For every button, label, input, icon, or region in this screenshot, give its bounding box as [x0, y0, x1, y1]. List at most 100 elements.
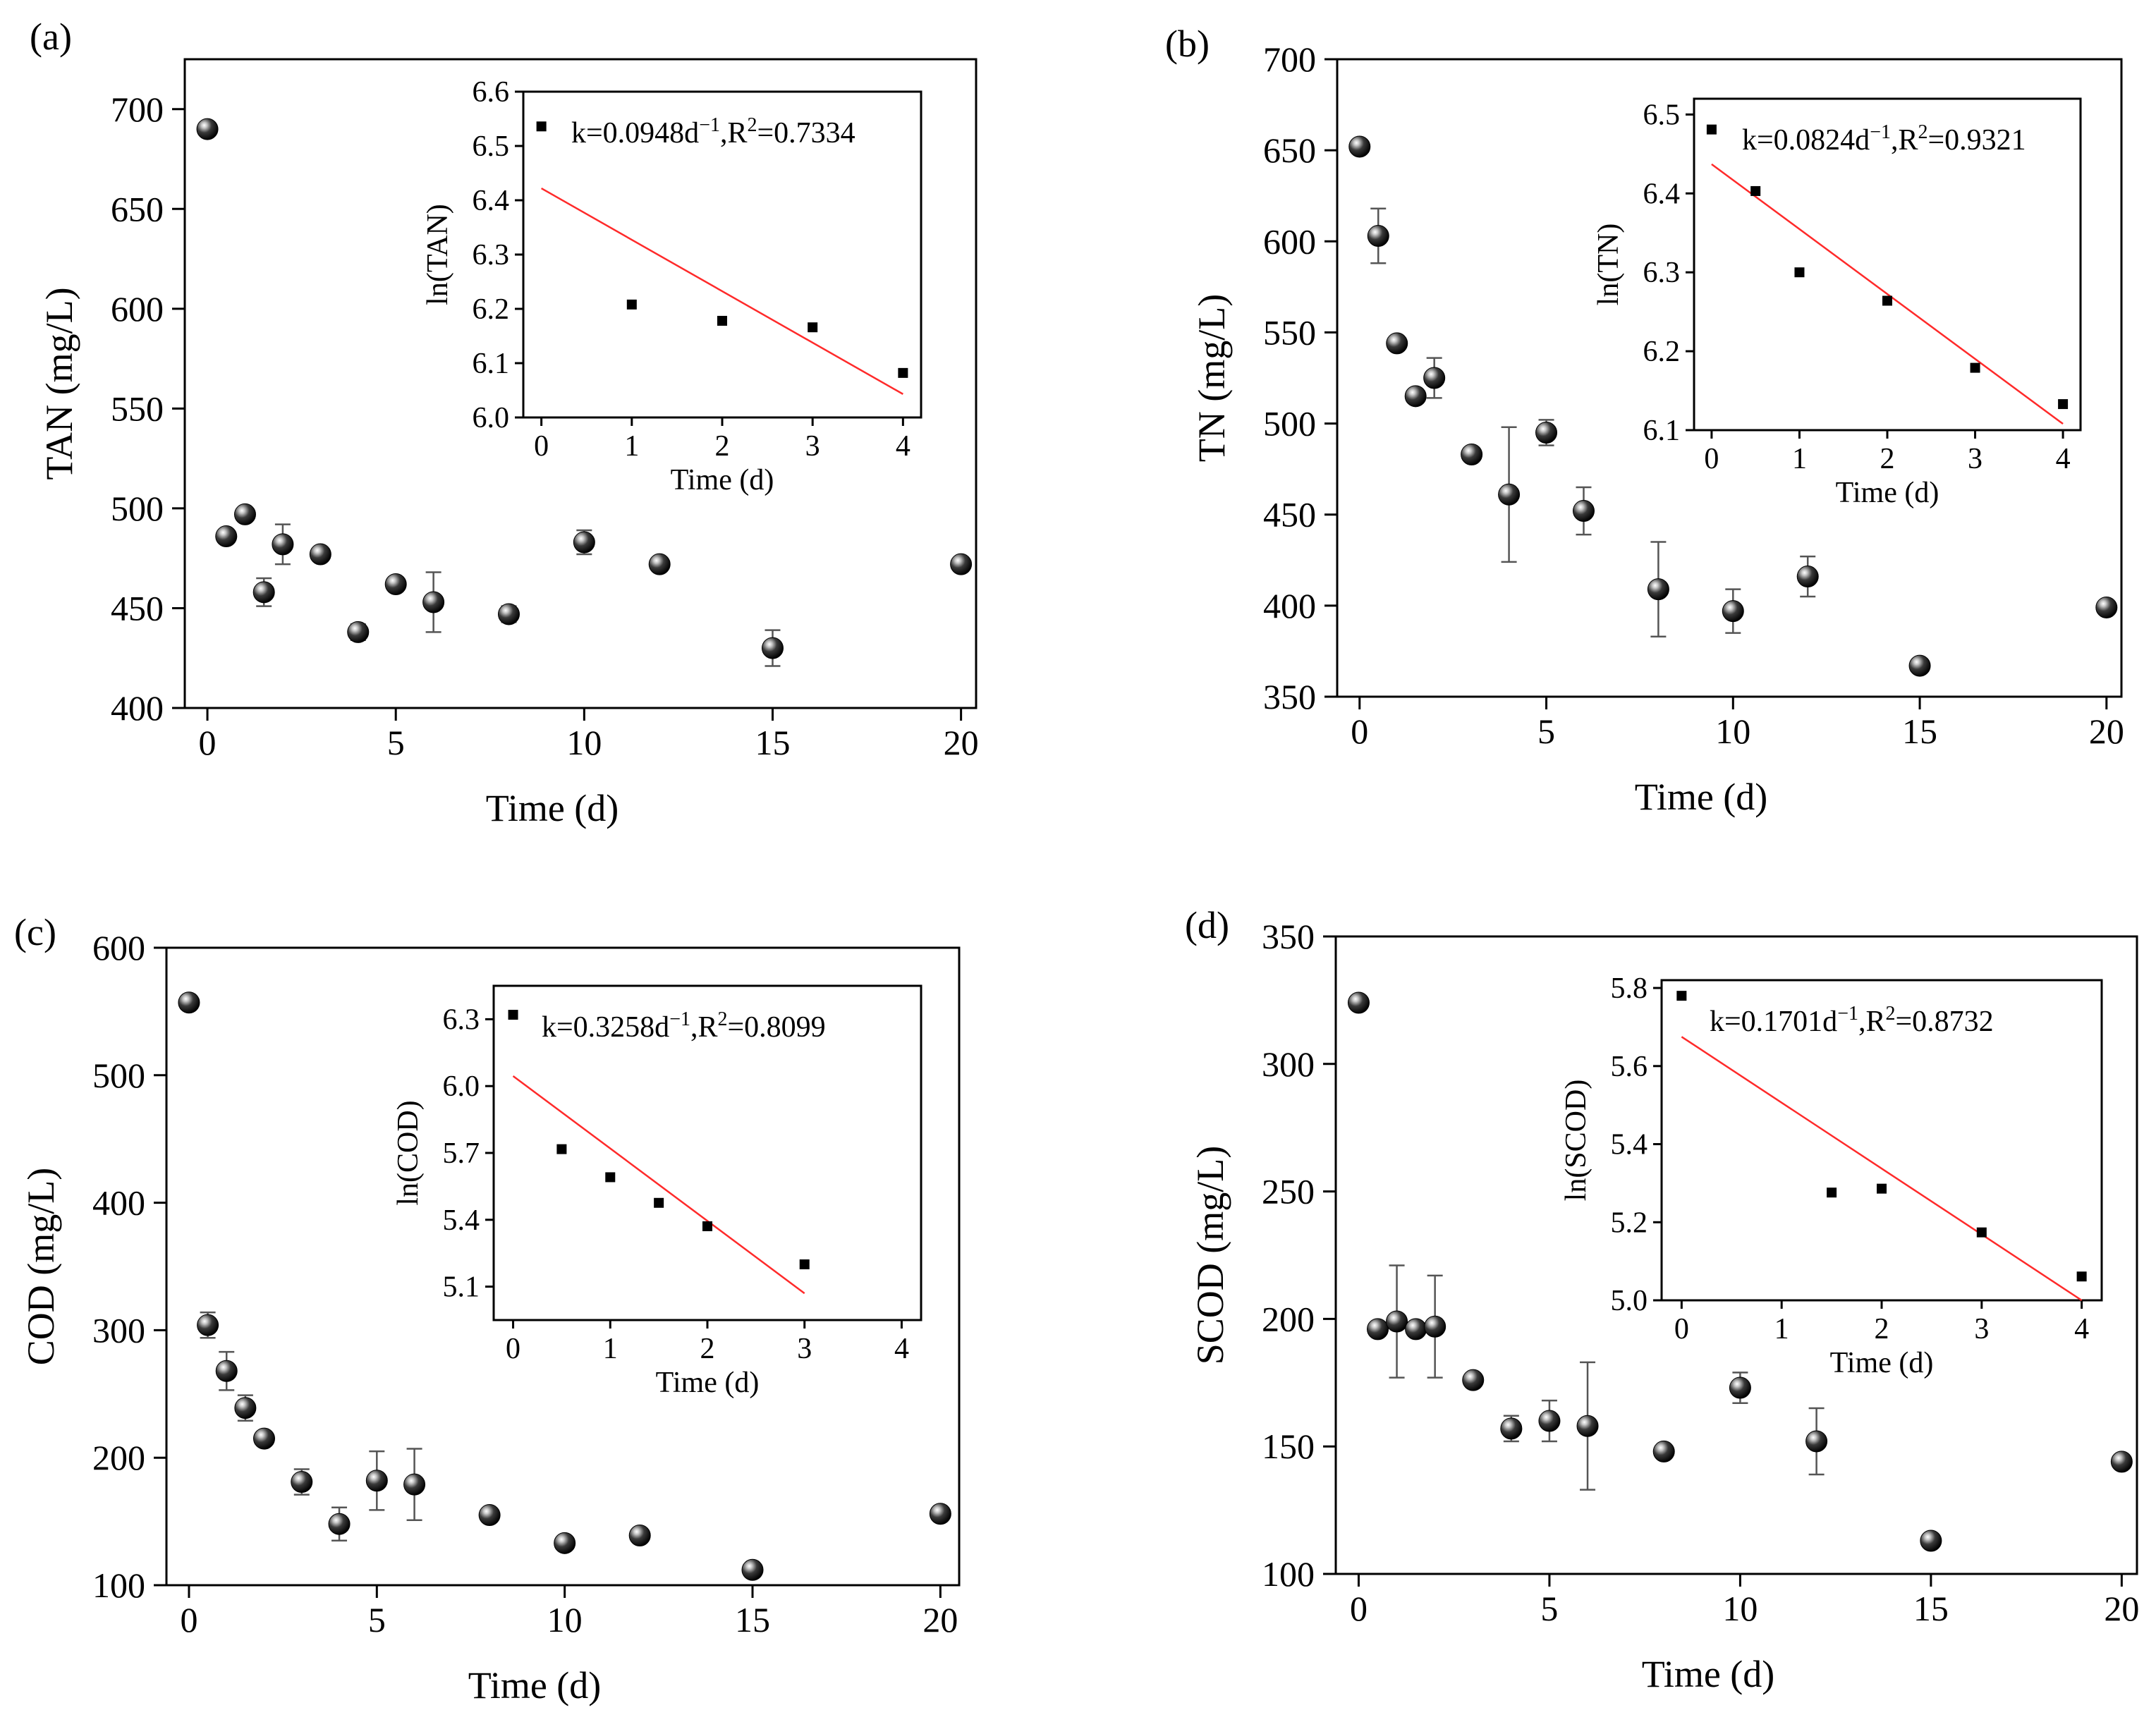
inset-x-tick-label: 1	[1774, 1313, 1789, 1345]
data-point	[2110, 1451, 2133, 1473]
y-axis-label: TAN (mg/L)	[38, 287, 80, 480]
data-point	[1576, 1415, 1599, 1437]
x-tick-label: 15	[735, 1600, 770, 1639]
inset-x-axis-label: Time (d)	[656, 1367, 760, 1399]
x-tick-label: 15	[755, 723, 790, 762]
data-point	[497, 603, 520, 625]
inset-data-point	[702, 1221, 712, 1231]
y-tick-label: 500	[92, 1056, 145, 1095]
data-point	[2095, 596, 2118, 618]
legend-fit-text: k=0.0824d−1,R2=0.9321	[1742, 121, 2026, 157]
inset-plot: 0 1 2 3 4 6.0 6.1 6.2 6.3 6.4 6.5 6.6 Time (d) ln(TAN…	[422, 76, 922, 496]
inset-y-tick-label: 5.0	[1611, 1285, 1648, 1317]
data-point	[233, 503, 256, 525]
x-tick-label: 5	[1540, 1589, 1558, 1628]
y-tick-label: 400	[111, 688, 164, 728]
legend-superscript: −1	[1870, 121, 1891, 143]
x-tick-label: 20	[2104, 1589, 2139, 1628]
x-axis-label: Time (d)	[468, 1664, 602, 1706]
y-tick-label: 550	[1263, 312, 1316, 352]
data-point	[365, 1470, 388, 1492]
legend-superscript: 2	[718, 1008, 728, 1030]
inset-data-point	[1676, 991, 1687, 1001]
inset-y-tick-label: 6.0	[443, 1070, 480, 1103]
data-point	[1722, 600, 1744, 623]
fit-line	[512, 1075, 805, 1295]
data-point	[1404, 385, 1427, 408]
inset-y-axis-label: ln(COD)	[392, 1100, 425, 1205]
inset-y-tick-label: 5.6	[1611, 1051, 1648, 1083]
inset-y-tick-label: 5.4	[443, 1204, 480, 1237]
data-point	[929, 1503, 951, 1525]
data-point	[1796, 566, 1819, 588]
fit-line	[1681, 1036, 2083, 1302]
data-point	[1386, 332, 1408, 355]
inset-y-tick-label: 5.4	[1611, 1129, 1648, 1161]
data-point	[1572, 500, 1595, 523]
y-tick-label: 600	[92, 928, 145, 967]
y-axis-label: COD (mg/L)	[20, 1168, 62, 1365]
legend-part: ,R	[690, 1011, 718, 1044]
inset-x-tick-label: 0	[534, 430, 549, 463]
inset-x-tick-label: 2	[715, 430, 730, 463]
legend-fit-text: k=0.0948d−1,R2=0.7334	[571, 114, 855, 149]
plot-frame	[1336, 58, 2123, 698]
y-tick-label: 600	[111, 289, 164, 329]
data-point	[1462, 1369, 1485, 1391]
x-tick-label: 20	[922, 1600, 958, 1639]
data-point	[1920, 1529, 1942, 1552]
x-tick-label: 5	[387, 723, 405, 762]
inset-x-tick-label: 4	[2056, 443, 2071, 475]
legend-superscript: −1	[699, 114, 720, 136]
inset-x-tick-label: 2	[1875, 1313, 1889, 1345]
inset-x-tick-label: 0	[1674, 1313, 1689, 1345]
inset-x-tick-label: 4	[894, 1333, 909, 1365]
inset-plot: 0 1 2 3 4 6.1 6.2 6.3 6.4 6.5 Time (d) ln(TN) k=0.08…	[1592, 97, 2082, 509]
data-point	[1367, 225, 1389, 248]
y-tick-label: 450	[111, 588, 164, 628]
legend-superscript: 2	[1886, 1003, 1896, 1025]
inset-y-tick-label: 5.2	[1611, 1207, 1648, 1239]
data-point	[1652, 1440, 1675, 1463]
data-point	[234, 1397, 257, 1419]
data-point	[197, 1314, 219, 1336]
data-point	[215, 525, 238, 548]
data-point	[1348, 135, 1371, 158]
inset-x-axis-label: Time (d)	[671, 464, 774, 496]
data-point	[384, 573, 407, 595]
data-point	[252, 581, 275, 604]
x-axis-label: Time (d)	[1642, 1653, 1775, 1695]
y-tick-label: 400	[92, 1183, 145, 1223]
x-tick-label: 10	[1715, 712, 1750, 751]
inset-data-point	[717, 315, 727, 326]
legend-superscript: −1	[1837, 1003, 1858, 1025]
x-tick-label: 15	[1902, 712, 1937, 751]
inset-x-tick-label: 2	[1880, 443, 1895, 475]
legend-part: ,R	[1858, 1006, 1886, 1038]
x-tick-label: 5	[368, 1600, 386, 1639]
inset-x-tick-label: 4	[896, 430, 910, 463]
inset-y-tick-label: 6.3	[1643, 257, 1681, 289]
data-point	[1405, 1318, 1427, 1341]
inset-plot: 0 1 2 3 4 5.0 5.2 5.4 5.6 5.8 Time (d) ln(SCOD) k=0.…	[1560, 972, 2103, 1379]
data-point	[1498, 483, 1521, 506]
inset-x-tick-label: 0	[1704, 443, 1719, 475]
inset-y-tick-label: 6.2	[1643, 336, 1681, 368]
inset-y-tick-label: 5.1	[443, 1271, 480, 1304]
inset-y-tick-label: 6.1	[473, 348, 510, 380]
inset-x-tick-label: 1	[1792, 443, 1807, 475]
y-tick-label: 350	[1263, 677, 1316, 716]
legend-part: ,R	[1891, 124, 1918, 157]
inset-x-tick-label: 1	[603, 1333, 618, 1365]
legend-part: k=0.0948d	[571, 117, 699, 149]
inset-y-tick-label: 6.3	[473, 239, 510, 271]
data-point	[1423, 367, 1446, 389]
data-point	[291, 1471, 313, 1494]
inset-data-point	[898, 367, 908, 378]
y-tick-label: 650	[111, 189, 164, 228]
x-tick-label: 10	[1722, 1589, 1758, 1628]
y-tick-label: 500	[1263, 404, 1316, 444]
inset-data-point	[1706, 124, 1717, 135]
